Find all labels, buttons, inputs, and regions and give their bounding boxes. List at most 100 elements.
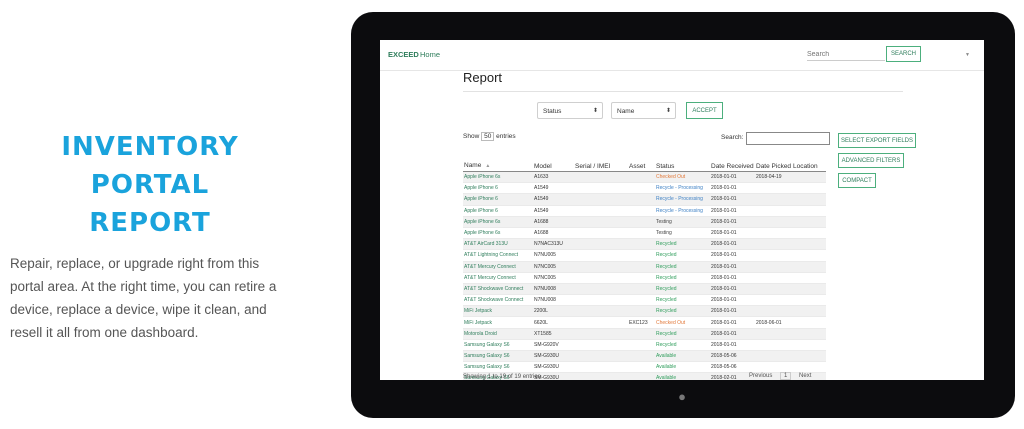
cell-date-picked (755, 193, 792, 206)
show-suffix: entries (496, 133, 516, 140)
nav-home-link[interactable]: Home (420, 50, 441, 59)
column-header-date-received[interactable]: Date Received (710, 146, 755, 172)
name-filter-select[interactable]: Name ⬍ (611, 102, 676, 119)
search-input[interactable] (807, 49, 885, 61)
column-header-status[interactable]: Status (655, 146, 710, 172)
cell-serial (574, 215, 628, 228)
table-row[interactable]: AT&T Mercury Connect N7NC005 Recycled 2018-… (463, 260, 826, 273)
page-1-link[interactable]: 1 (780, 372, 792, 380)
column-header-date-picked[interactable]: Date Picked (755, 146, 792, 172)
cell-date-picked (755, 338, 792, 351)
column-header-model[interactable]: Model (533, 146, 574, 172)
cell-name[interactable]: AT&T Mercury Connect (463, 260, 533, 273)
cell-date-received: 2018-01-01 (710, 294, 755, 306)
table-row[interactable]: Apple iPhone 6 A1549 Recycle - Processing 2… (463, 204, 826, 217)
cell-serial (574, 260, 628, 273)
cell-name[interactable]: Apple iPhone 6s (463, 170, 533, 183)
cell-date-received: 2018-05-06 (710, 349, 755, 362)
cell-name[interactable]: Apple iPhone 6 (463, 193, 533, 206)
cell-name[interactable]: Apple iPhone 6s (463, 215, 533, 228)
cell-location (792, 361, 826, 373)
search-button[interactable]: SEARCH (886, 46, 921, 62)
cell-name[interactable]: Motorola Droid (463, 327, 533, 340)
table-row[interactable]: AT&T Lightning Connect N7NU005 Recycled 201… (463, 249, 826, 261)
previous-page-link[interactable]: Previous (749, 373, 773, 379)
cell-serial (574, 372, 628, 380)
title-divider (463, 91, 903, 92)
cell-date-received: 2018-02-01 (710, 372, 755, 380)
cell-name[interactable]: AT&T Shockwave Connect (463, 294, 533, 306)
table-row[interactable]: Apple iPhone 6 A1549 Recycle - Processing 2… (463, 182, 826, 194)
cell-name[interactable]: Samsung Galaxy S6 (463, 361, 533, 373)
pagination: Previous 1 Next (749, 372, 811, 380)
cell-name[interactable]: Samsung Galaxy S6 (463, 349, 533, 362)
table-search-label: Search: (721, 134, 744, 141)
cell-date-picked (755, 204, 792, 217)
cell-name[interactable]: Apple iPhone 6s (463, 226, 533, 239)
cell-status: Recycle - Processing (655, 204, 710, 217)
table-row[interactable]: Samsung Galaxy S6 SM-G930U Available 2018-0… (463, 372, 826, 380)
cell-status: Available (655, 372, 710, 380)
cell-name[interactable]: AT&T AirCard 313U (463, 238, 533, 250)
column-header-asset[interactable]: Asset (628, 146, 655, 172)
cell-name[interactable]: Apple iPhone 6 (463, 182, 533, 194)
table-row[interactable]: Samsung Galaxy S6 SM-G920V Recycled 2018-01… (463, 338, 826, 351)
cell-name[interactable]: AT&T Shockwave Connect (463, 282, 533, 295)
cell-serial (574, 238, 628, 250)
table-row[interactable]: MiFi Jetpack 6620L EXC123 Checked Out 2018-0… (463, 316, 826, 329)
cell-name[interactable]: MiFi Jetpack (463, 305, 533, 317)
chevron-down-icon[interactable]: ▼ (965, 52, 970, 58)
table-search-input[interactable] (746, 132, 830, 145)
status-filter-select[interactable]: Status ⬍ (537, 102, 603, 119)
cell-location (792, 294, 826, 306)
cell-status: Available (655, 349, 710, 362)
column-header-serial[interactable]: Serial / IMEI (574, 146, 628, 172)
table-row[interactable]: Apple iPhone 6s A1688 Testing 2018-01-01 (463, 215, 826, 228)
table-row[interactable]: Samsung Galaxy S6 SM-G930U Available 2018-0… (463, 361, 826, 373)
cell-location (792, 170, 826, 183)
table-row[interactable]: Apple iPhone 6 A1549 Recycle - Processing 2… (463, 193, 826, 206)
cell-name[interactable]: Samsung Galaxy S6 (463, 372, 533, 380)
column-header-name[interactable]: Name ▲ (463, 146, 533, 172)
cell-date-received: 2018-01-01 (710, 249, 755, 261)
cell-location (792, 316, 826, 329)
select-export-fields-button[interactable]: SELECT EXPORT FIELDS (838, 133, 916, 148)
cell-serial (574, 305, 628, 317)
cell-name[interactable]: AT&T Mercury Connect (463, 271, 533, 284)
page-title: Report (463, 70, 503, 85)
cell-name[interactable]: AT&T Lightning Connect (463, 249, 533, 261)
cell-status: Recycled (655, 338, 710, 351)
cell-model: A1688 (533, 226, 574, 239)
cell-name[interactable]: Samsung Galaxy S6 (463, 338, 533, 351)
column-header-location[interactable]: Location (792, 146, 826, 172)
table-row[interactable]: AT&T Mercury Connect N7NC005 Recycled 2018-… (463, 271, 826, 284)
table-row[interactable]: Apple iPhone 6s A1688 Testing 2018-01-01 (463, 226, 826, 239)
cell-status: Recycle - Processing (655, 182, 710, 194)
accept-button[interactable]: ACCEPT (686, 102, 723, 119)
table-row[interactable]: Apple iPhone 6s A1633 Checked Out 2018-01-0… (463, 170, 826, 183)
cell-serial (574, 349, 628, 362)
hero-section: INVENTORY PORTAL REPORT Repair, replace,… (0, 128, 300, 344)
cell-model: A1688 (533, 215, 574, 228)
table-row[interactable]: AT&T AirCard 313U N7NAC313U Recycled 2018-0… (463, 238, 826, 250)
cell-date-received: 2018-01-01 (710, 193, 755, 206)
table-row[interactable]: MiFi Jetpack 2200L Recycled 2018-01-01 (463, 305, 826, 317)
cell-date-received: 2018-01-01 (710, 204, 755, 217)
cell-date-received: 2018-01-01 (710, 305, 755, 317)
hero-title-line1: INVENTORY PORTAL (61, 132, 239, 200)
cell-date-received: 2018-01-01 (710, 282, 755, 295)
cell-model: SM-G930U (533, 361, 574, 373)
brand-link[interactable]: EXCEED (388, 50, 419, 59)
cell-date-picked (755, 327, 792, 340)
cell-serial (574, 226, 628, 239)
table-row[interactable]: Motorola Droid XT1585 Recycled 2018-01-01 (463, 327, 826, 340)
next-page-link[interactable]: Next (799, 373, 812, 379)
table-row[interactable]: AT&T Shockwave Connect N7NU008 Recycled 201… (463, 294, 826, 306)
compact-button[interactable]: COMPACT (838, 173, 876, 188)
advanced-filters-button[interactable]: ADVANCED FILTERS (838, 153, 904, 168)
table-row[interactable]: AT&T Shockwave Connect N7NU008 Recycled 201… (463, 282, 826, 295)
table-row[interactable]: Samsung Galaxy S6 SM-G930U Available 2018-0… (463, 349, 826, 362)
cell-name[interactable]: MiFi Jetpack (463, 316, 533, 329)
cell-name[interactable]: Apple iPhone 6 (463, 204, 533, 217)
page-size-select[interactable]: 50 (481, 132, 495, 141)
